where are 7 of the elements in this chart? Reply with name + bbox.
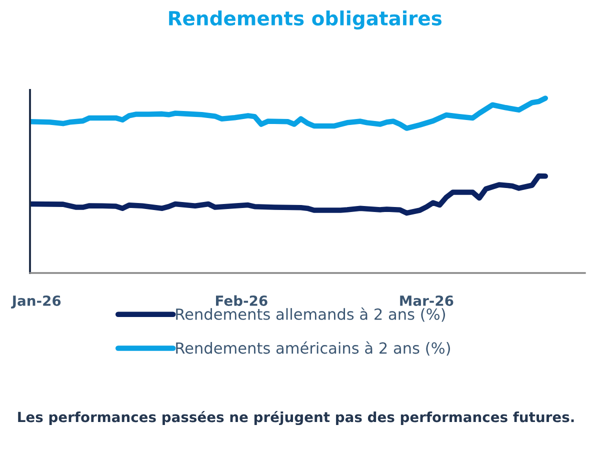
- legend-label: Rendements américains à 2 ans (%): [176, 341, 450, 356]
- x-tick-label: Mar-26: [400, 295, 454, 306]
- text: Les performances passées ne préjugent pas des performances futures.: [18, 410, 574, 426]
- x-tick-label: Jan-26: [11, 295, 61, 309]
- chart-title: Rendements obligataires: [169, 10, 442, 30]
- legend-label: Rendements allemands à 2 ans (%): [176, 308, 445, 322]
- x-tick-label: Feb-26: [216, 295, 268, 306]
